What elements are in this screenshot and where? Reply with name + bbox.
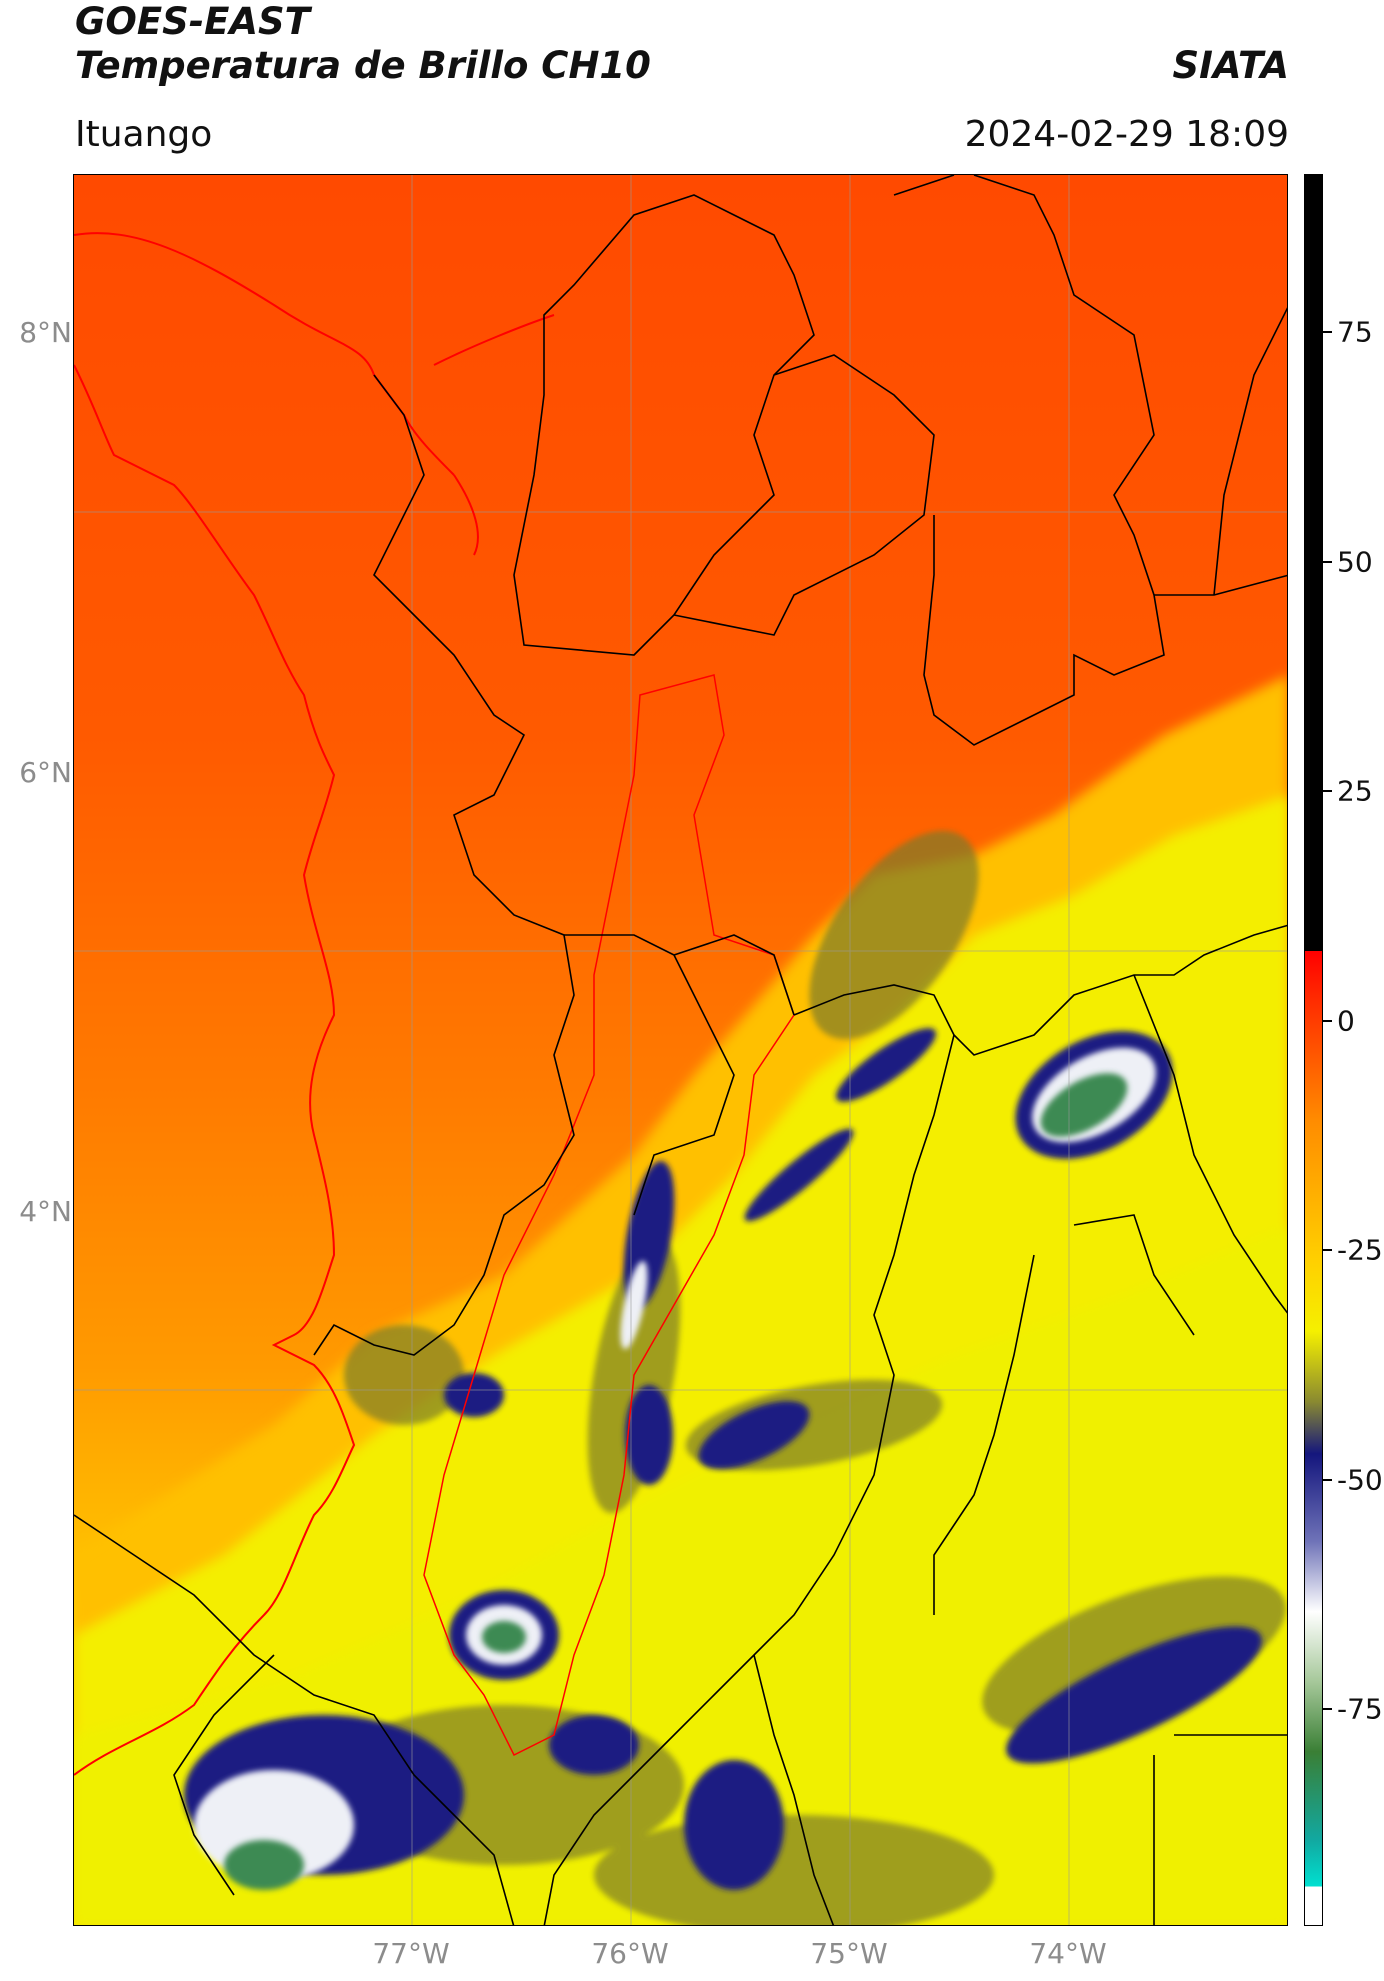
colorbar-tick: [1322, 561, 1332, 563]
colorbar-tick: [1322, 331, 1332, 333]
brightness-temperature-map: [73, 174, 1288, 1926]
colorbar-label-50: 50: [1337, 545, 1373, 579]
colorbar-tick: [1322, 1249, 1332, 1251]
lat-label-6n: 6°N: [19, 756, 72, 789]
lat-label-8n: 8°N: [19, 316, 72, 349]
temperature-colorbar: [1304, 174, 1323, 1926]
colorbar-label-0: 0: [1337, 1004, 1355, 1038]
colorbar-label-25: 25: [1337, 774, 1373, 808]
organization-label: SIATA: [1172, 44, 1289, 87]
colorbar-label-minus50: -50: [1337, 1463, 1383, 1497]
colorbar-tick: [1322, 790, 1332, 792]
timestamp-label: 2024-02-29 18:09: [964, 114, 1289, 155]
lon-label-77w: 77°W: [372, 1937, 450, 1970]
coldest-tops: [224, 1073, 1128, 1890]
colorbar-label-minus75: -75: [1337, 1692, 1383, 1726]
lon-label-75w: 75°W: [810, 1937, 888, 1970]
lat-label-4n: 4°N: [19, 1195, 72, 1228]
colorbar-gradient: [1305, 175, 1322, 1925]
coastline: [74, 232, 455, 1776]
location-label: Ituango: [75, 114, 213, 155]
colorbar-label-minus25: -25: [1337, 1233, 1383, 1267]
admin-boundaries: [74, 175, 1287, 1925]
cold-cloud-cores: [184, 1028, 1262, 1890]
lon-label-74w: 74°W: [1029, 1937, 1107, 1970]
graticule: [74, 175, 1287, 1925]
colorbar-tick: [1322, 1479, 1332, 1481]
product-title: Temperatura de Brillo CH10: [75, 44, 651, 87]
satellite-title: GOES-EAST: [75, 0, 310, 43]
map-canvas: [74, 175, 1287, 1925]
colorbar-tick: [1322, 1708, 1332, 1710]
ituango-watershed: [423, 674, 795, 1757]
colorbar-tick: [1322, 1020, 1332, 1022]
colorbar-label-75: 75: [1337, 315, 1373, 349]
lon-label-76w: 76°W: [591, 1937, 669, 1970]
